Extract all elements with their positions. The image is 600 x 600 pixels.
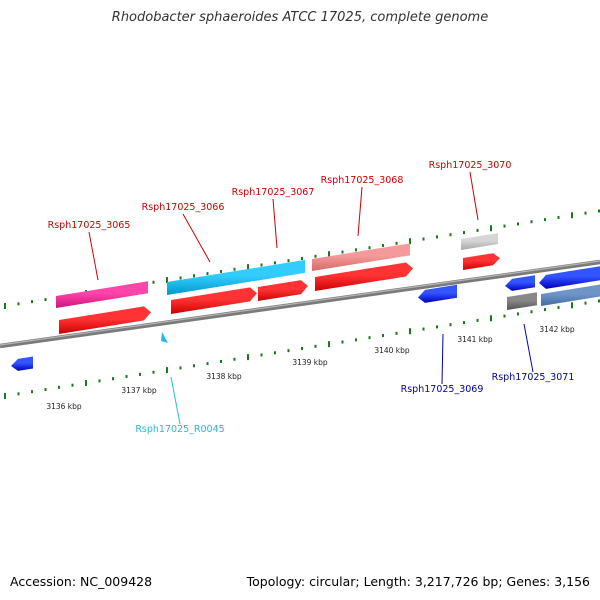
gene-3070-marker[interactable] (461, 233, 498, 250)
leader-line-g3066 (182, 213, 211, 263)
accession-label: Accession: NC_009428 (10, 574, 153, 589)
leader-line-g3070 (469, 171, 479, 221)
scale-label: 3142 kbp (539, 325, 575, 334)
gene-3071-marker[interactable] (507, 292, 537, 310)
topology-summary: Topology: circular; Length: 3,217,726 bp… (246, 574, 590, 589)
gene-3072-cds[interactable] (539, 266, 600, 289)
gene-3067-cds[interactable] (258, 280, 308, 301)
gene-3071-cds[interactable] (505, 275, 535, 291)
gene-label-g3066[interactable]: Rsph17025_3066 (142, 202, 225, 213)
gene-3066-cds[interactable] (171, 287, 257, 314)
gene-label-g3069[interactable]: Rsph17025_3069 (401, 384, 484, 395)
scale-label: 3136 kbp (46, 402, 82, 411)
leader-line-g3067 (272, 198, 278, 249)
leader-line-g3071 (523, 323, 534, 373)
gene-3065-cds[interactable] (59, 306, 151, 334)
gene-3070-cds[interactable] (463, 253, 500, 270)
genome-axis-highlight (0, 260, 600, 346)
gene-3066-marker[interactable] (167, 259, 305, 295)
gene-3068-cds[interactable] (315, 262, 413, 291)
gene-edge-cds[interactable] (11, 356, 33, 371)
page-title: Rhodobacter sphaeroides ATCC 17025, comp… (111, 10, 489, 25)
leader-line-g3065 (88, 231, 99, 281)
gene-3068-marker[interactable] (312, 243, 410, 271)
scale-label: 3141 kbp (457, 335, 493, 344)
leader-line-g3068 (357, 186, 363, 237)
scale-label: 3137 kbp (121, 386, 157, 395)
gene-label-g3070[interactable]: Rsph17025_3070 (429, 160, 512, 171)
scale-label: 3138 kbp (206, 372, 242, 381)
gene-3065-marker[interactable] (56, 281, 148, 308)
gene-label-g3067[interactable]: Rsph17025_3067 (232, 187, 315, 198)
genome-axis (0, 259, 600, 349)
gene-label-g3065[interactable]: Rsph17025_3065 (48, 220, 131, 231)
gene-label-gR0045[interactable]: Rsph17025_R0045 (135, 424, 224, 435)
gene-3072-marker[interactable] (541, 284, 600, 306)
rna-r0045-glyph[interactable] (161, 332, 168, 343)
scale-label: 3139 kbp (292, 358, 328, 367)
leader-line-gR0045 (170, 376, 181, 425)
gene-label-g3068[interactable]: Rsph17025_3068 (321, 175, 404, 186)
scale-label: 3140 kbp (374, 346, 410, 355)
gene-3069-cds[interactable] (418, 284, 457, 303)
leader-line-g3069 (441, 333, 444, 385)
gene-label-g3071[interactable]: Rsph17025_3071 (492, 372, 575, 383)
